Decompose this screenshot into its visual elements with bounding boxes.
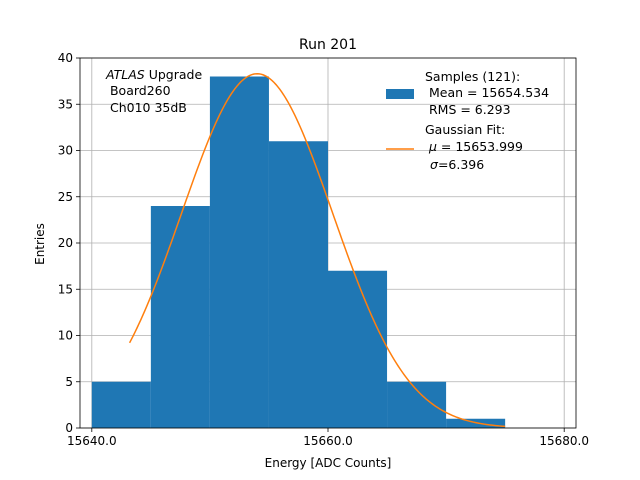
histogram-bar [446, 418, 506, 428]
y-tick-label: 35 [58, 97, 73, 111]
gaussian-fit-layer [128, 72, 506, 428]
annotation-upgrade: Upgrade [145, 67, 203, 82]
histogram-bar [91, 381, 151, 428]
chart-title: Run 201 [299, 37, 357, 53]
y-tick-label: 0 [65, 421, 73, 435]
legend-samples-line-1: Samples (121): [425, 69, 520, 84]
annotation-line-2: Board260 [106, 83, 171, 98]
histogram-bar [150, 206, 210, 428]
y-tick-label: 30 [58, 144, 73, 158]
legend-fit-sigma-value: =6.396 [438, 157, 484, 172]
y-tick-label: 20 [58, 236, 73, 250]
legend-samples-line-2: Mean = 15654.534 [425, 85, 549, 100]
histogram-bar [268, 141, 328, 428]
x-tick-label: 15660.0 [303, 434, 353, 448]
legend-fit-mu-label: μ = [425, 139, 455, 154]
histogram-bar [209, 76, 269, 428]
histogram-bar [328, 270, 388, 428]
legend-samples-swatch [386, 89, 414, 99]
x-tick-label: 15640.0 [67, 434, 117, 448]
ticks-layer: 15640.0 15660.0 15680.0 0 5 10 15 20 25 30 35 40 [58, 51, 589, 448]
legend: Samples (121): Mean = 15654.534 RMS = 6.… [386, 69, 549, 172]
histogram-bar [387, 381, 447, 428]
y-tick-label: 40 [58, 51, 73, 65]
annotation-line-1: ATLAS Upgrade [105, 67, 202, 82]
annotation-line-3: Ch010 35dB [106, 100, 187, 115]
histogram-bars [91, 76, 506, 428]
gaussian-fit-curve [128, 72, 506, 428]
x-tick-label: 15680.0 [539, 434, 589, 448]
atlas-annotation: ATLAS Upgrade Board260 Ch010 35dB [105, 67, 202, 115]
x-axis-label: Energy [ADC Counts] [265, 456, 392, 470]
legend-fit-line-3: σ=6.396 [430, 157, 484, 172]
legend-fit-mu-value: 15653.999 [455, 139, 523, 154]
y-tick-label: 10 [58, 329, 73, 343]
annotation-atlas: ATLAS [105, 67, 145, 82]
legend-fit-line-2: μ = 15653.999 [425, 139, 523, 154]
y-axis-label: Entries [33, 223, 47, 265]
y-tick-label: 5 [65, 375, 73, 389]
legend-fit-sigma-label: σ [430, 157, 439, 172]
legend-samples-line-3: RMS = 6.293 [425, 102, 511, 117]
legend-fit-line-1: Gaussian Fit: [425, 122, 505, 137]
y-tick-label: 15 [58, 282, 73, 296]
y-tick-label: 25 [58, 190, 73, 204]
